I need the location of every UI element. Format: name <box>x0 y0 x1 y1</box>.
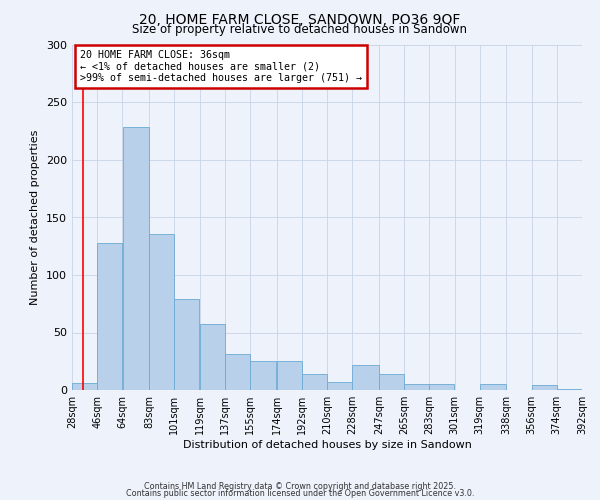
Bar <box>250 361 277 390</box>
Bar <box>97 243 122 390</box>
Bar <box>352 364 379 390</box>
Y-axis label: Number of detached properties: Number of detached properties <box>31 130 40 305</box>
Text: Contains public sector information licensed under the Open Government Licence v3: Contains public sector information licen… <box>126 490 474 498</box>
Bar <box>327 382 352 390</box>
Bar <box>404 384 429 390</box>
Bar <box>277 361 302 390</box>
Bar <box>302 374 327 390</box>
Bar <box>72 383 97 390</box>
X-axis label: Distribution of detached houses by size in Sandown: Distribution of detached houses by size … <box>182 440 472 450</box>
Bar <box>149 234 174 390</box>
Bar <box>532 386 557 390</box>
Bar <box>557 389 582 390</box>
Bar <box>122 126 149 390</box>
Bar <box>430 384 454 390</box>
Bar <box>175 299 199 390</box>
Text: Contains HM Land Registry data © Crown copyright and database right 2025.: Contains HM Land Registry data © Crown c… <box>144 482 456 491</box>
Text: 20, HOME FARM CLOSE, SANDOWN, PO36 9QF: 20, HOME FARM CLOSE, SANDOWN, PO36 9QF <box>139 12 461 26</box>
Bar <box>379 374 404 390</box>
Text: 20 HOME FARM CLOSE: 36sqm
← <1% of detached houses are smaller (2)
>99% of semi-: 20 HOME FARM CLOSE: 36sqm ← <1% of detac… <box>80 50 362 84</box>
Bar <box>200 324 224 390</box>
Bar <box>480 384 506 390</box>
Text: Size of property relative to detached houses in Sandown: Size of property relative to detached ho… <box>133 22 467 36</box>
Bar <box>225 354 250 390</box>
